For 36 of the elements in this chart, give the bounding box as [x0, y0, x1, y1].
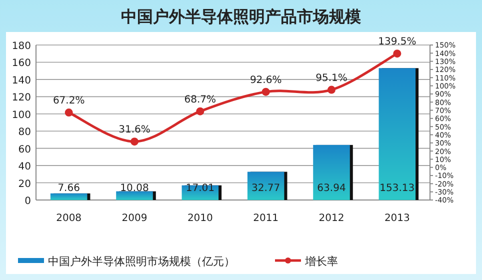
- data-label: 7.66: [58, 183, 80, 194]
- data-label: 32.77: [252, 183, 280, 194]
- y-tick-label: 120: [12, 92, 31, 104]
- y-tick-label: 40: [18, 162, 31, 173]
- x-tick-label: 2012: [318, 213, 344, 224]
- point: [64, 108, 73, 117]
- data-label: 67.2%: [52, 96, 85, 107]
- y-tick-label: 180: [12, 41, 31, 52]
- point: [130, 138, 138, 146]
- y-tick-label: 100: [12, 110, 31, 121]
- point: [393, 50, 402, 58]
- point: [328, 86, 336, 94]
- y-tick-label: 140: [12, 75, 31, 86]
- data-label: 17.01: [186, 183, 214, 194]
- y-tick-label: 160: [12, 58, 31, 70]
- data-label: 139.5%: [378, 36, 416, 48]
- data-label: 31.6%: [118, 124, 150, 136]
- x-tick-label: 2008: [56, 213, 82, 224]
- y-tick-label: 0: [24, 196, 31, 207]
- x-tick-label: 2010: [187, 213, 213, 224]
- x-tick-label: 2013: [384, 213, 410, 224]
- chart-title: 中国户外半导体照明产品市场规模: [121, 7, 361, 26]
- legend-label: 中国户外半导体照明市场规模（亿元）: [48, 255, 235, 268]
- data-label: 153.13: [380, 183, 415, 194]
- y-tick-label: 20: [18, 178, 31, 190]
- legend-label: 增长率: [304, 255, 338, 268]
- data-label: 63.94: [317, 183, 346, 194]
- y-tick-label: 60: [18, 144, 31, 156]
- point: [262, 88, 270, 96]
- x-tick-label: 2009: [122, 213, 148, 224]
- data-label: 68.7%: [184, 94, 216, 106]
- y-tick-label: 80: [18, 127, 31, 138]
- data-label: 92.6%: [250, 74, 282, 86]
- data-label: 95.1%: [316, 72, 348, 84]
- x-tick-label: 2011: [253, 213, 279, 224]
- point: [196, 107, 204, 116]
